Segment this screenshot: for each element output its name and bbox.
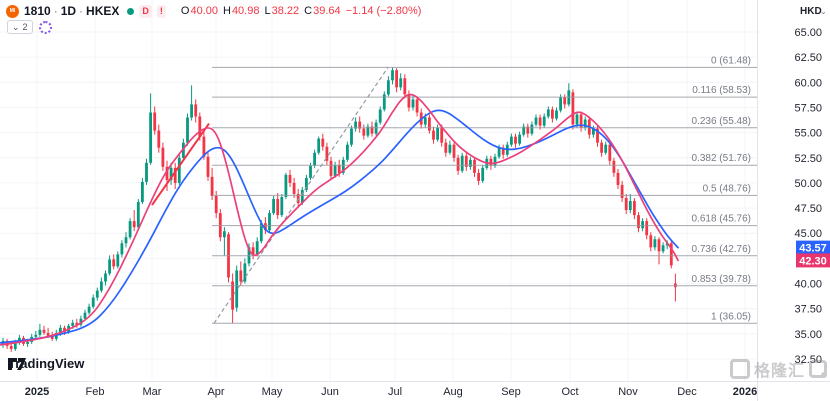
- symbol-code: 1810: [24, 4, 51, 18]
- svg-text:55.00: 55.00: [794, 128, 822, 140]
- svg-text:45.00: 45.00: [794, 228, 822, 240]
- svg-text:Nov: Nov: [618, 386, 638, 398]
- svg-text:0.382 (51.76): 0.382 (51.76): [692, 153, 752, 164]
- moving-averages: [0, 93, 679, 346]
- ohlc-values: O 40.00 H 40.98 L 38.22 C 39.64 −1.14 (−2.80…: [176, 5, 422, 17]
- separator-dot: ·: [53, 4, 58, 18]
- watermark-logo-left: [729, 359, 750, 379]
- close-label: C: [304, 5, 313, 17]
- svg-text:Feb: Feb: [86, 386, 105, 398]
- separator-dot: ·: [79, 4, 84, 18]
- indicator-count: 2: [22, 22, 28, 32]
- tradingview-logo[interactable]: TradingView: [8, 356, 84, 371]
- market-status-dot[interactable]: [127, 7, 135, 15]
- svg-text:62.50: 62.50: [794, 52, 822, 64]
- svg-text:Aug: Aug: [443, 386, 463, 398]
- svg-text:Mar: Mar: [143, 386, 162, 398]
- open-value: 40.00: [190, 5, 218, 17]
- open-label: O: [180, 5, 190, 17]
- change-value: −1.14 (−2.80%): [345, 5, 422, 17]
- fib-labels: 0 (61.48) 0.116 (58.53) 0.236 (55.48) 0.382…: [692, 55, 752, 322]
- watermark-text: 格隆汇: [753, 363, 805, 380]
- low-label: L: [264, 5, 271, 17]
- tradingview-icon: [8, 358, 26, 370]
- symbol-title[interactable]: 1810 · 1D · HKEX: [24, 4, 119, 18]
- svg-text:35.00: 35.00: [794, 329, 822, 341]
- watermark-logo-right: [809, 360, 827, 378]
- low-value: 38.22: [271, 5, 300, 17]
- svg-text:Jul: Jul: [388, 386, 402, 398]
- close-value: 39.64: [313, 5, 341, 17]
- svg-text:2026: 2026: [733, 386, 757, 398]
- svg-text:HKD: HKD: [800, 6, 822, 17]
- svg-text:40.00: 40.00: [794, 279, 822, 291]
- chevron-down-icon: ⌄: [12, 21, 20, 32]
- svg-text:Dec: Dec: [677, 386, 697, 398]
- svg-text:32.50: 32.50: [794, 354, 822, 366]
- high-value: 40.98: [231, 5, 260, 17]
- alert-badge[interactable]: !: [156, 4, 166, 18]
- svg-text:Jun: Jun: [321, 386, 339, 398]
- symbol-logo[interactable]: MI: [6, 4, 19, 18]
- svg-text:52.50: 52.50: [794, 153, 822, 165]
- svg-text:50.00: 50.00: [794, 178, 822, 190]
- svg-text:47.50: 47.50: [794, 203, 822, 215]
- time-axis[interactable]: 2025 Feb Mar Apr May Jun Jul Aug Sep Oct Nov Dec 202…: [0, 381, 830, 401]
- exchange-label: HKEX: [86, 4, 120, 18]
- collapse-indicators-button[interactable]: ⌄ 2: [7, 20, 33, 34]
- svg-text:Oct: Oct: [561, 386, 578, 398]
- indicator-toolbar: ⌄ 2: [7, 20, 52, 34]
- svg-text:43.57: 43.57: [799, 243, 827, 255]
- trend-lines[interactable]: [151, 67, 389, 324]
- fib-retracement[interactable]: [212, 66, 757, 324]
- svg-text:0.736 (42.76): 0.736 (42.76): [692, 244, 752, 255]
- svg-text:2025: 2025: [25, 386, 49, 398]
- svg-text:⌄: ⌄: [820, 7, 827, 16]
- svg-text:65.00: 65.00: [794, 27, 822, 39]
- svg-text:0.618 (45.76): 0.618 (45.76): [692, 214, 752, 225]
- svg-text:0.853 (39.78): 0.853 (39.78): [692, 274, 752, 285]
- svg-text:0.5 (48.76): 0.5 (48.76): [703, 183, 751, 194]
- svg-text:0 (61.48): 0 (61.48): [711, 55, 751, 66]
- delayed-data-badge[interactable]: D: [139, 4, 152, 18]
- price-axis[interactable]: 65.00 62.50 60.00 57.50 55.00 52.50 50.00 47.50…: [757, 0, 830, 401]
- svg-text:May: May: [262, 386, 283, 398]
- interval-label: 1D: [60, 4, 77, 18]
- svg-text:57.50: 57.50: [794, 102, 822, 114]
- svg-text:1 (36.05): 1 (36.05): [711, 311, 751, 322]
- candles: [1, 67, 677, 352]
- svg-text:60.00: 60.00: [794, 77, 822, 89]
- svg-text:0.236 (55.48): 0.236 (55.48): [692, 116, 752, 127]
- svg-text:Sep: Sep: [501, 386, 521, 398]
- svg-text:Apr: Apr: [207, 386, 224, 398]
- loading-spinner-icon: [38, 20, 52, 34]
- tradingview-wordmark: TradingView: [8, 356, 85, 371]
- gelonghui-watermark: 格隆汇: [729, 357, 827, 381]
- svg-text:42.30: 42.30: [799, 255, 827, 267]
- svg-text:37.50: 37.50: [794, 304, 822, 316]
- high-label: H: [222, 5, 231, 17]
- svg-text:0.116 (58.53): 0.116 (58.53): [692, 85, 751, 96]
- grid-lines: [0, 0, 757, 381]
